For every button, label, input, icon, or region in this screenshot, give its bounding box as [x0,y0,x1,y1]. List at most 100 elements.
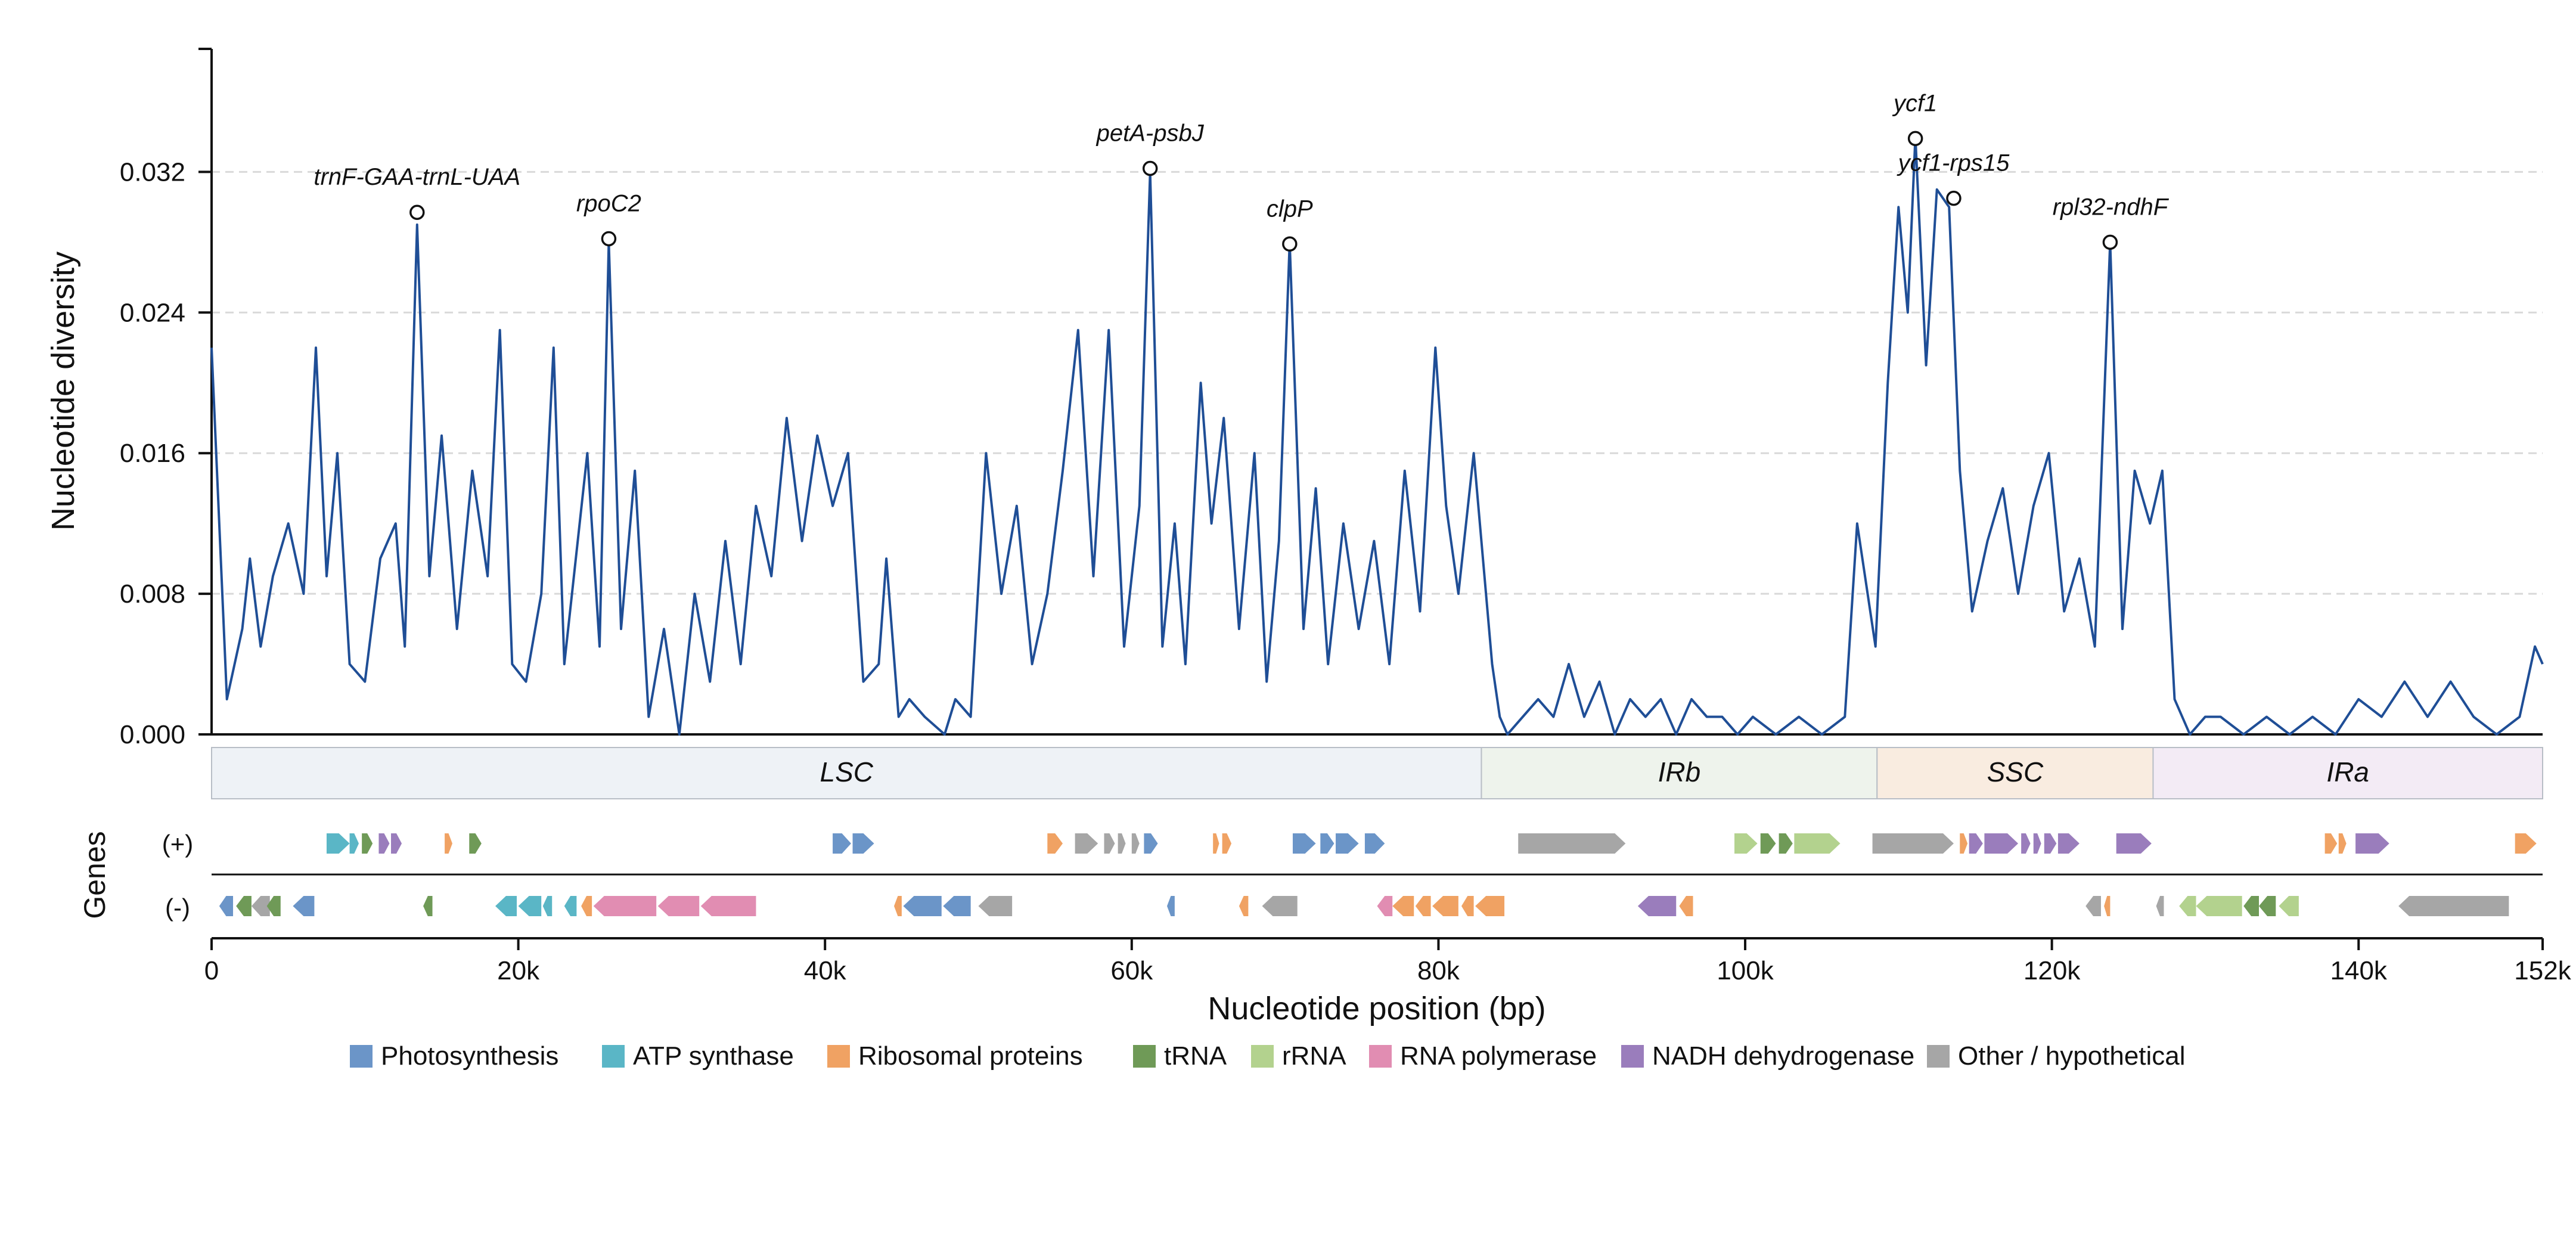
legend-swatch [1621,1045,1644,1068]
region-label: LSC [820,756,873,787]
gene-arrow [2104,896,2111,916]
x-tick-label: 120k [2023,956,2081,985]
region-band [1481,747,1878,799]
gene-arrow [518,896,542,916]
x-tick-label: 40k [804,956,847,985]
gene-arrow [1364,833,1385,854]
gene-arrow [1969,833,1983,854]
gene-arrow [1475,896,1505,916]
gene-arrow [349,833,359,854]
peak-label: ycf1-rps15 [1897,150,2010,176]
legend-label: NADH dehydrogenase [1652,1041,1914,1071]
gene-arrow [893,896,902,916]
gene-arrow [266,896,281,916]
peak-marker [1282,236,1298,252]
gene-arrow [2033,833,2041,854]
peak-label: petA-psbJ [1096,120,1205,147]
gene-arrow [326,833,350,854]
legend-label: RNA polymerase [1400,1041,1597,1071]
gene-arrow [1984,833,2019,854]
gene-arrow [391,833,402,854]
legend-swatch [602,1045,625,1068]
gene-arrow [1320,833,1334,854]
gene-arrow [2398,896,2509,916]
gene-arrow [362,833,373,854]
gene-arrow [251,896,270,916]
gene-tracks [219,833,2537,916]
axes: 0.000 0.008 0.016 0.024 0.032 0 20k 40k 60k 80k 10… [120,48,2572,985]
peak-marker [409,204,425,220]
gene-arrow [1222,833,1232,854]
gene-arrow [2044,833,2057,854]
gene-arrow [1377,896,1393,916]
gene-arrow [2243,896,2259,916]
gene-arrow [2179,896,2196,916]
gene-arrow [1461,896,1474,916]
gene-arrow [1047,833,1063,854]
gene-arrow [1432,896,1458,916]
diversity-series [210,135,2544,736]
gene-arrow [700,896,756,916]
legend-swatch [827,1045,850,1068]
x-tick-label: 152k [2514,956,2571,985]
x-axis-label: Nucleotide position (bp) [1208,991,1545,1026]
gene-arrow [1392,896,1414,916]
peak-marker [1907,131,1923,147]
gene-arrow [2196,896,2242,916]
legend-label: tRNA [1164,1041,1227,1071]
gene-arrow [2338,833,2347,854]
gene-arrow [2324,833,2338,854]
diversity-line [210,135,2544,736]
gene-arrow [236,896,252,916]
gene-arrow [1518,833,1626,854]
gene-arrow [1104,833,1115,854]
region-label: IRa [2326,756,2369,787]
legend-label: Ribosomal proteins [858,1041,1083,1071]
x-tick-label: 20k [497,956,540,985]
x-tick-label: 0 [204,956,219,985]
gene-arrow [1794,833,1841,854]
gene-arrow [469,833,482,854]
gene-arrow [542,896,553,916]
peak-marker [601,231,617,247]
gene-arrow [423,896,433,916]
gene-arrow [378,833,390,854]
gene-arrow [2258,896,2276,916]
legend-label: Photosynthesis [381,1041,558,1071]
y-tick-label: 0.016 [120,439,185,468]
plus-strand-label: (+) [162,830,194,858]
gene-arrow [1144,833,1158,854]
legend-swatch [1133,1045,1156,1068]
legend-swatch [1369,1045,1392,1068]
gene-arrow [1213,833,1219,854]
gene-arrow [2279,896,2299,916]
y-axis-label: Nucleotide diversity [45,252,81,531]
gene-arrow [1292,833,1316,854]
peak-marker [2102,234,2118,250]
gene-arrow [1637,896,1677,916]
peak-marker [1142,160,1158,176]
gene-arrow [1734,833,1758,854]
peak-annotations: trnF-GAA-trnL-UAA rpoC2 petA-psbJ clpP ycf1 y… [314,90,2170,252]
gene-arrow [2057,833,2080,854]
legend-label: ATP synthase [633,1041,794,1071]
gene-arrow [1075,833,1098,854]
gene-arrow [2515,833,2537,854]
legend-swatch [1927,1045,1950,1068]
gene-arrow [2156,896,2164,916]
gene-arrow [1960,833,1968,854]
gene-arrow [943,896,971,916]
legend: Photosynthesis ATP synthase Ribosomal prot… [350,1041,2186,1071]
gene-arrow [657,896,700,916]
x-tick-label: 100k [1717,956,1774,985]
grid-lines [212,170,2543,595]
x-tick-label: 60k [1110,956,1153,985]
gene-arrow [1239,896,1249,916]
gene-arrow [1760,833,1776,854]
peak-label: rpl32-ndhF [2053,194,2170,220]
gene-arrow [1415,896,1431,916]
genes-track-label: Genes [78,831,111,919]
y-tick-label: 0.024 [120,298,185,327]
region-band [211,747,1482,799]
